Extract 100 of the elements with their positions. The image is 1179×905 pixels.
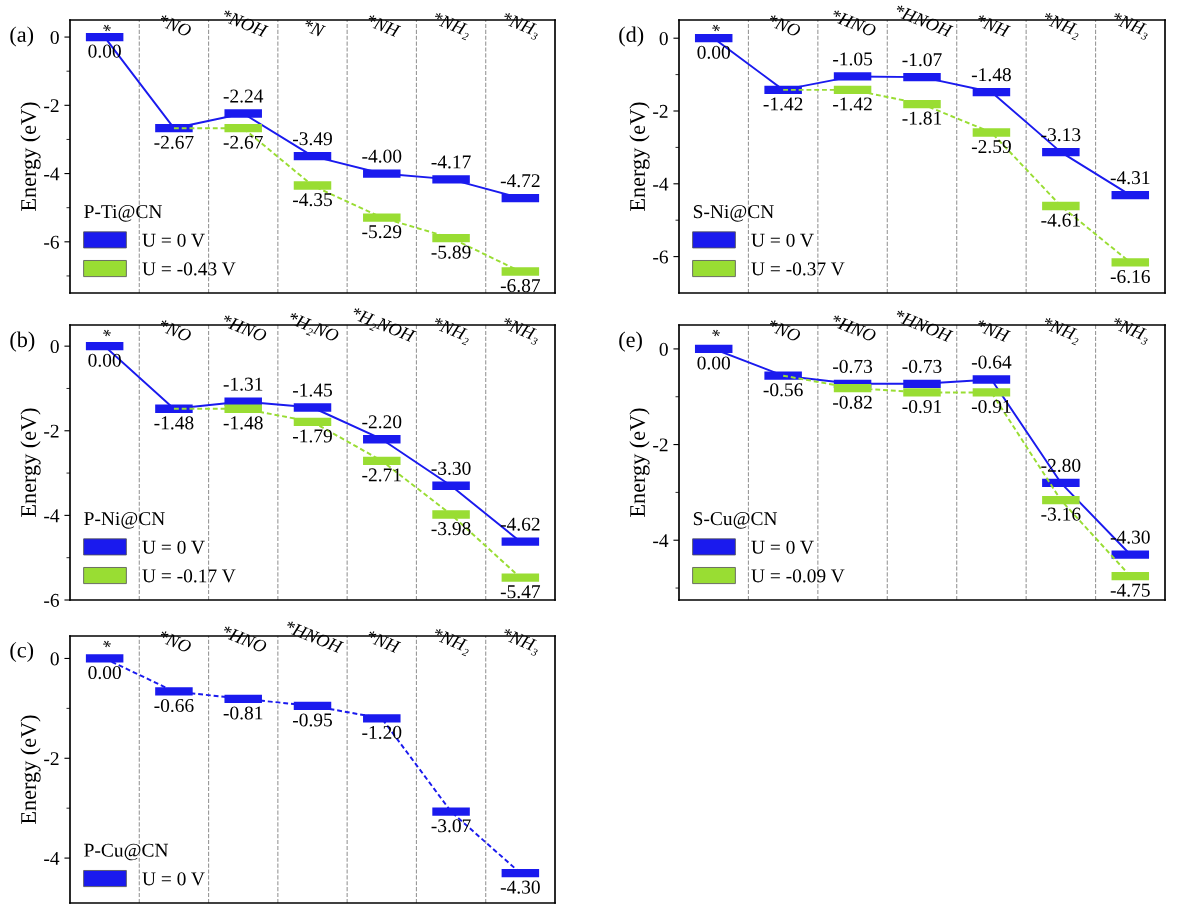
legend-label: U = -0.37 V [751, 262, 845, 276]
data-label: -4.00 [362, 149, 402, 163]
y-axis-title: Energy (eV) [20, 408, 41, 517]
y-axis-title: Energy (eV) [20, 715, 41, 824]
y-axis-title: Energy (eV) [629, 408, 650, 517]
x-tick-label: *NH₃ [1110, 316, 1152, 346]
data-label: 0.00 [697, 356, 730, 370]
y-tick-label: -6 [653, 250, 668, 264]
data-label: -2.67 [154, 135, 194, 149]
y-axis-title: Energy (eV) [20, 102, 41, 211]
data-label: -0.81 [223, 706, 263, 720]
y-tick-label: -2 [44, 424, 59, 438]
x-tick-label: *NH₂ [1040, 316, 1082, 346]
x-tick-label: *NH₃ [500, 11, 542, 41]
data-label: -4.61 [1041, 213, 1080, 227]
legend-title: S-Cu@CN [693, 512, 778, 529]
data-label: -0.73 [833, 359, 873, 374]
x-tick-label: *NH [365, 14, 402, 38]
data-label: -0.64 [971, 355, 1012, 369]
data-label: -1.48 [971, 68, 1011, 82]
data-label: -0.82 [833, 395, 872, 409]
data-label: 0.00 [697, 45, 730, 59]
y-tick-label: 0 [50, 339, 59, 354]
y-tick-label: 0 [50, 30, 59, 44]
x-tick-label: *NO [158, 14, 193, 38]
data-label: -1.45 [292, 383, 332, 397]
x-tick-label: *NO [158, 319, 193, 343]
chart-title: (e) [619, 331, 642, 352]
data-label: -0.91 [971, 399, 1011, 414]
legend-title: S-Ni@CN [693, 205, 774, 222]
x-tick-label: *NH₂ [430, 316, 473, 346]
data-label: -3.13 [1041, 128, 1081, 142]
chart-title: (b) [10, 331, 35, 352]
data-label: -2.59 [971, 140, 1011, 154]
data-label: -3.16 [1041, 507, 1081, 521]
data-label: -2.24 [223, 89, 264, 103]
x-tick-label: *NOH [221, 9, 269, 38]
y-tick-label: -4 [653, 534, 669, 547]
y-tick-label: -2 [653, 104, 668, 118]
x-tick-label: * [102, 639, 112, 649]
x-tick-label: *NO [158, 630, 193, 654]
x-tick-label: *NO [767, 14, 802, 38]
chart-title: (c) [10, 641, 34, 663]
legend-label: U = 0 V [142, 233, 205, 247]
data-label: -6.87 [500, 279, 541, 293]
x-tick-label: * [102, 328, 112, 338]
x-tick-label: *HNO [221, 314, 268, 343]
data-label: -4.30 [500, 880, 540, 894]
y-tick-label: -6 [44, 235, 59, 249]
legend-title: P-Ni@CN [84, 512, 165, 529]
data-label: -1.31 [223, 377, 263, 391]
data-label: -1.05 [833, 52, 873, 66]
data-label: -6.16 [1110, 269, 1150, 284]
x-tick-label: *NH₃ [500, 316, 542, 346]
x-tick-label: *NH₂ [430, 627, 473, 657]
legend-label: U = -0.09 V [751, 569, 845, 583]
x-tick-label: *N [302, 19, 326, 38]
data-label: 0.00 [88, 353, 121, 367]
x-tick-label: * [711, 23, 721, 33]
legend-label: U = 0 V [751, 233, 814, 247]
data-label: -5.89 [431, 245, 471, 259]
y-tick-label: -4 [44, 167, 60, 181]
data-label: -3.49 [292, 132, 332, 146]
data-label: -1.79 [292, 429, 332, 443]
data-label: -5.47 [500, 585, 541, 599]
data-label: -5.29 [362, 225, 402, 239]
legend-label: U = 0 V [751, 540, 814, 554]
x-tick-label: *NH₂ [430, 11, 473, 41]
data-label: -0.73 [902, 359, 942, 374]
data-label: -4.31 [1110, 171, 1150, 185]
data-label: -0.56 [763, 383, 803, 397]
data-label: -2.71 [362, 468, 401, 482]
chart-title: (d) [619, 26, 644, 47]
legend-label: U = 0 V [142, 872, 205, 886]
y-tick-label: 0 [659, 342, 668, 356]
data-label: -1.42 [763, 97, 803, 111]
data-label: -1.48 [223, 416, 263, 430]
y-tick-label: -6 [44, 593, 59, 607]
data-label: -4.35 [292, 193, 332, 207]
x-tick-label: *HNO [221, 625, 268, 654]
chart-title: (a) [10, 26, 34, 47]
x-tick-label: *NH₂ [1040, 11, 1082, 41]
x-tick-label: *H₂NO [286, 311, 340, 346]
data-label: -4.72 [500, 174, 540, 188]
data-label: -3.98 [431, 522, 471, 536]
x-tick-label: * [711, 328, 721, 338]
data-label: -1.42 [833, 97, 872, 111]
legend-label: U = -0.17 V [142, 569, 236, 583]
x-tick-label: *HNO [830, 9, 877, 38]
data-label: -4.62 [500, 517, 540, 531]
data-label: -0.95 [292, 713, 332, 727]
data-label: -4.17 [431, 155, 471, 169]
y-tick-label: 0 [50, 652, 59, 666]
legend-title: P-Ti@CN [84, 205, 162, 222]
data-label: -1.48 [154, 416, 194, 430]
y-tick-label: -4 [44, 509, 60, 523]
legend-title: P-Cu@CN [84, 843, 169, 861]
data-label: -2.67 [223, 135, 263, 149]
y-tick-label: -2 [44, 99, 59, 113]
data-label: -0.66 [154, 698, 194, 713]
